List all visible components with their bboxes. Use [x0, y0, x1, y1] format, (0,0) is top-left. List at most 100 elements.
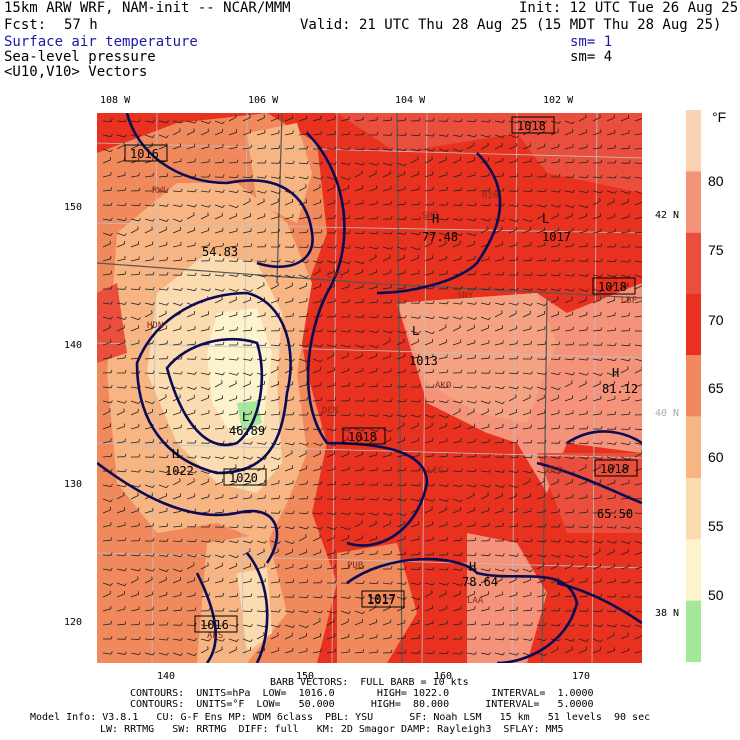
- wind-barb: [326, 116, 336, 122]
- wind-barb: [271, 244, 281, 248]
- wind-barb: [326, 344, 337, 348]
- colorbar-ticks: 80 75 70 65 60 55 50: [708, 173, 724, 603]
- wind-barb: [578, 228, 588, 234]
- wind-barb: [494, 492, 503, 500]
- wind-barb: [606, 426, 617, 430]
- wind-barb: [102, 255, 112, 262]
- wind-barb: [256, 479, 266, 486]
- wind-barb: [186, 394, 195, 402]
- wind-barb: [103, 636, 113, 640]
- wind-barb: [466, 606, 476, 612]
- wind-barb: [242, 456, 253, 460]
- wind-barb: [452, 552, 463, 556]
- wind-barb: [312, 130, 322, 136]
- wind-barb: [592, 410, 602, 416]
- wind-barb: [354, 382, 364, 388]
- wind-barb: [382, 634, 392, 640]
- wind-barb: [270, 540, 281, 544]
- wind-barb: [550, 158, 560, 164]
- wind-barb: [172, 439, 183, 444]
- wind-barb: [368, 512, 379, 516]
- wind-barb: [354, 649, 365, 654]
- wind-barb: [466, 301, 477, 305]
- wind-barb: [284, 343, 295, 347]
- wind-barb: [214, 174, 225, 178]
- wind-barb: [172, 371, 183, 375]
- wind-barb: [354, 634, 364, 640]
- wind-barb: [172, 637, 183, 641]
- wind-barb: [200, 356, 211, 361]
- wind-barb: [172, 257, 183, 262]
- wind-barb: [312, 313, 323, 318]
- wind-barb: [578, 539, 589, 544]
- wind-barb: [522, 622, 533, 626]
- wind-barb: [340, 535, 349, 542]
- wind-barb: [634, 162, 642, 164]
- wind-barb: [578, 372, 589, 376]
- wind-barb: [634, 483, 642, 486]
- wind-barb: [410, 148, 421, 152]
- wind-barb: [480, 271, 491, 276]
- colorbar-swatch: [686, 294, 701, 356]
- wind-barb: [508, 355, 519, 360]
- wind-barb: [144, 400, 155, 405]
- wind-barb: [200, 257, 211, 262]
- wind-barb: [606, 213, 616, 220]
- wind-barb: [592, 441, 603, 445]
- isobar-label-1018-kansas: 1018: [600, 462, 629, 476]
- wind-barb: [466, 316, 477, 320]
- wind-barb: [550, 395, 559, 402]
- wind-barb: [578, 174, 589, 179]
- wind-barb: [621, 594, 631, 598]
- wind-barb: [116, 469, 127, 473]
- wind-barb: [606, 282, 615, 290]
- wind-barb: [256, 114, 265, 122]
- wind-barb: [564, 554, 575, 558]
- isobar-1019-south: [97, 461, 279, 564]
- wind-barb: [270, 130, 280, 136]
- wind-barb: [158, 386, 169, 390]
- wind-barb: [200, 410, 210, 416]
- wind-barb: [410, 422, 419, 430]
- wind-barb: [102, 582, 113, 586]
- wind-barb: [452, 324, 461, 332]
- wind-barb: [144, 355, 155, 360]
- wind-barb: [256, 540, 267, 544]
- wind-barb: [368, 314, 379, 319]
- wind-barb: [396, 330, 407, 334]
- wind-barb: [102, 552, 113, 556]
- wind-barb: [410, 536, 420, 542]
- wind-barb: [242, 578, 252, 584]
- wind-barb: [410, 635, 421, 640]
- wind-barb: [158, 355, 169, 360]
- wind-barb: [228, 204, 239, 209]
- wind-barb: [298, 564, 308, 570]
- wind-barb: [578, 296, 587, 304]
- wind-barb: [158, 226, 167, 234]
- wind-barb: [242, 190, 253, 194]
- colorbar-tick-50: 50: [708, 587, 724, 603]
- wind-barb: [382, 368, 392, 374]
- temp-zone-raton-65: [337, 543, 417, 663]
- wind-barb: [102, 324, 111, 332]
- wind-barb: [172, 622, 183, 626]
- wind-barb: [382, 649, 393, 654]
- wind-barb: [536, 120, 547, 124]
- wind-barb: [634, 344, 642, 347]
- wind-barb: [536, 478, 545, 486]
- wind-barb: [410, 300, 421, 304]
- wind-barb: [592, 548, 601, 556]
- wind-barb: [340, 526, 351, 531]
- wind-barb: [466, 408, 475, 416]
- wind-barb: [424, 551, 435, 556]
- wind-barb: [214, 554, 225, 558]
- wind-barb: [634, 274, 642, 278]
- wind-barb: [186, 577, 195, 584]
- wind-barb: [509, 272, 519, 276]
- wind-barb: [606, 274, 617, 278]
- wind-barb: [564, 357, 575, 361]
- wind-barb: [144, 652, 155, 656]
- wind-barb: [466, 256, 476, 262]
- wind-barb: [382, 299, 393, 304]
- wind-barb: [172, 287, 183, 291]
